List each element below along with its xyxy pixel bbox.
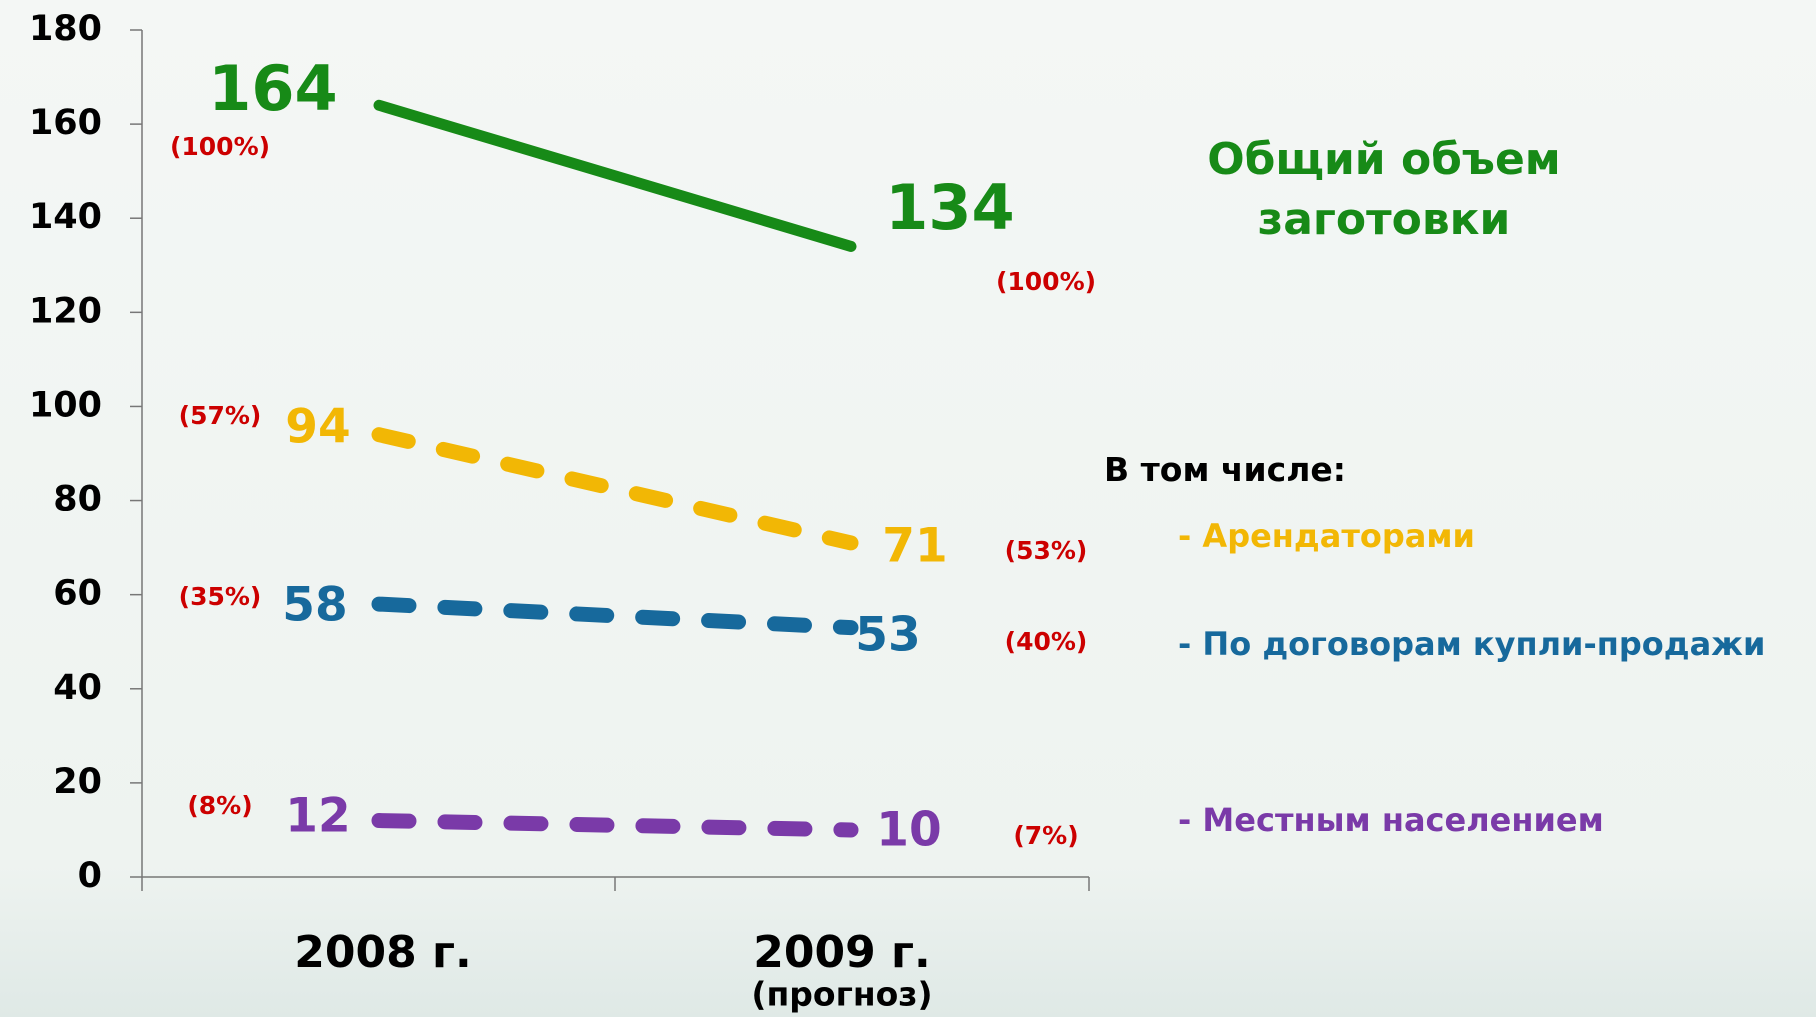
share-label: (57%) (179, 401, 262, 430)
legend-item: - Арендаторами (1178, 517, 1475, 555)
share-label: (8%) (187, 791, 252, 820)
share-label: (7%) (1013, 821, 1078, 850)
share-label: (53%) (1005, 536, 1088, 565)
y-tick-label: 120 (29, 291, 102, 331)
x-tick-label: 2008 г. (294, 927, 471, 978)
y-tick-label: 160 (29, 103, 102, 143)
share-label: (100%) (170, 132, 270, 161)
y-tick-label: 60 (53, 574, 102, 614)
x-tick-label: 2009 г. (753, 927, 930, 978)
series-line (371, 813, 859, 838)
value-label: 71 (882, 519, 947, 574)
y-tick-label: 40 (53, 668, 102, 708)
value-label: 58 (282, 578, 347, 633)
value-label: 134 (885, 171, 1014, 244)
value-label: 12 (285, 789, 350, 844)
series-line (371, 427, 859, 551)
y-tick-label: 180 (29, 9, 102, 49)
y-tick-label: 100 (29, 385, 102, 425)
x-note: (прогноз) (751, 975, 932, 1014)
series-line (371, 596, 859, 636)
y-tick-label: 80 (53, 480, 102, 520)
legend-heading: В том числе: (1104, 450, 1346, 489)
legend-title: Общий объем заготовки (1207, 134, 1561, 245)
legend-item: - Местным населением (1178, 801, 1604, 839)
value-label: 94 (285, 400, 350, 455)
share-label: (40%) (1005, 627, 1088, 656)
share-label: (35%) (179, 582, 262, 611)
value-label: 10 (876, 803, 941, 858)
legend-item: - По договорам купли-продажи (1178, 625, 1766, 663)
y-tick-label: 20 (53, 762, 102, 802)
value-label: 53 (855, 608, 920, 663)
value-label: 164 (208, 52, 337, 125)
y-tick-label: 0 (78, 856, 102, 896)
share-label: (100%) (996, 267, 1096, 296)
y-tick-label: 140 (29, 197, 102, 237)
series-line (373, 99, 857, 252)
